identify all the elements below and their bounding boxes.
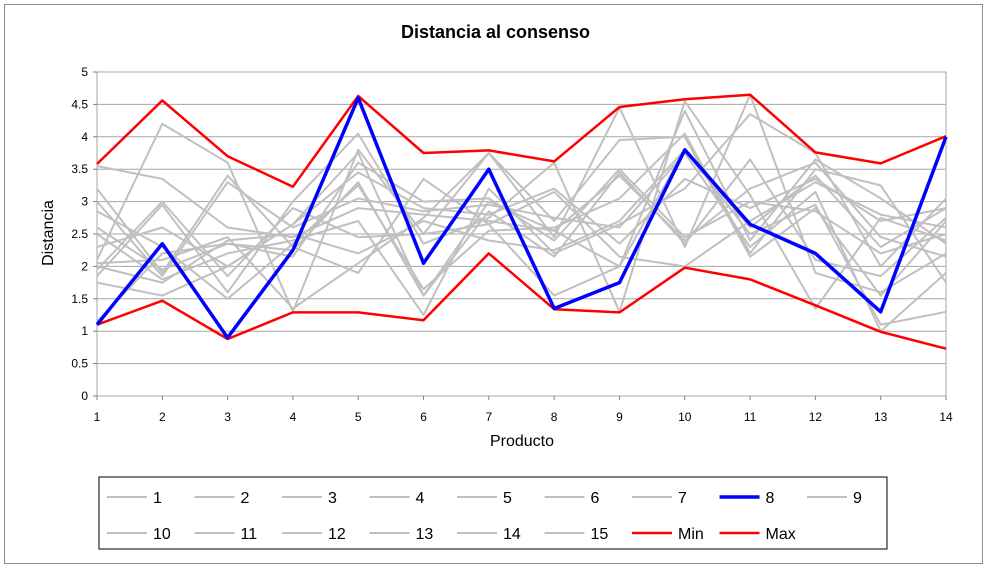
legend-label: 13 xyxy=(416,526,434,543)
y-tick-label: 3 xyxy=(81,195,88,209)
x-axis-label: Producto xyxy=(490,433,554,450)
x-tick-label: 10 xyxy=(678,410,692,424)
legend-label: 1 xyxy=(153,490,162,507)
y-tick-label: 4.5 xyxy=(71,97,88,111)
y-axis-label: Distancia xyxy=(40,200,57,266)
series-line-1 xyxy=(96,161,947,258)
legend-label: 5 xyxy=(503,490,512,507)
y-tick-label: 0 xyxy=(81,389,88,403)
x-tick-label: 11 xyxy=(744,410,757,424)
legend-label: 12 xyxy=(328,526,346,543)
x-tick-label: 6 xyxy=(420,410,427,424)
x-tick-label: 2 xyxy=(159,410,166,424)
x-tick-label: 13 xyxy=(874,410,888,424)
x-tick-label: 9 xyxy=(616,410,623,424)
legend-box xyxy=(98,476,888,550)
legend-label: 2 xyxy=(241,490,250,507)
legend-label: 10 xyxy=(153,526,171,543)
x-tick-label: 5 xyxy=(355,410,362,424)
legend-label: Max xyxy=(766,526,796,543)
legend-label: 14 xyxy=(503,526,521,543)
y-tick-label: 4 xyxy=(81,130,88,144)
legend-label: 7 xyxy=(678,490,687,507)
x-tick-label: 7 xyxy=(486,410,493,424)
legend-label: Min xyxy=(678,526,704,543)
y-tick-label: 0.5 xyxy=(71,357,88,371)
y-tick-label: 1.5 xyxy=(71,292,88,306)
y-tick-label: 2 xyxy=(81,259,88,273)
legend-label: 11 xyxy=(241,526,258,543)
x-tick-label: 1 xyxy=(94,410,101,424)
series-line-13 xyxy=(96,135,947,310)
x-tick-label: 3 xyxy=(224,410,231,424)
chart-title: Distancia al consenso xyxy=(400,22,591,42)
y-tick-label: 3.5 xyxy=(71,162,88,176)
legend-label: 3 xyxy=(328,490,337,507)
y-tick-label: 5 xyxy=(81,65,88,79)
y-tick-label: 1 xyxy=(81,324,88,338)
legend-label: 4 xyxy=(416,490,425,507)
series-line-4 xyxy=(96,93,947,313)
chart-frame xyxy=(4,4,983,564)
legend-label: 8 xyxy=(766,490,775,507)
legend-label: 15 xyxy=(591,526,609,543)
x-tick-label: 12 xyxy=(809,410,823,424)
series-line-8 xyxy=(95,96,948,340)
series-line-9 xyxy=(96,171,947,268)
series-line-14 xyxy=(96,100,947,313)
legend-label: 6 xyxy=(591,490,600,507)
series-line-12 xyxy=(96,152,947,333)
legend-label: 9 xyxy=(853,490,862,507)
y-tick-label: 2.5 xyxy=(71,227,88,241)
series-line-11 xyxy=(96,109,947,297)
series-line-max xyxy=(96,93,947,188)
series-line-15 xyxy=(96,113,947,316)
x-tick-label: 8 xyxy=(551,410,558,424)
series-line-min xyxy=(96,252,947,350)
x-tick-label: 4 xyxy=(290,410,297,424)
x-tick-label: 14 xyxy=(939,410,953,424)
series-line-10 xyxy=(96,161,947,271)
